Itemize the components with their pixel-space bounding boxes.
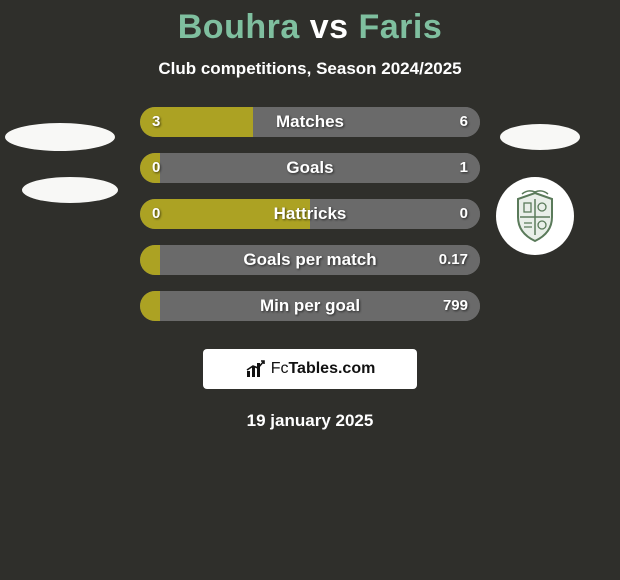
stat-value-right: 0.17 (439, 245, 468, 275)
stat-bar-left (140, 291, 160, 321)
footer-date: 19 january 2025 (0, 411, 620, 431)
page-title: Bouhra vs Faris (0, 8, 620, 47)
stat-value-left: 0 (152, 199, 160, 229)
footer-badge-text: FcTables.com (271, 360, 376, 378)
stat-bar-right (160, 245, 480, 275)
stat-value-left: 3 (152, 107, 160, 137)
chart-icon (245, 358, 267, 380)
stat-bar (140, 107, 480, 137)
stat-bar-left (140, 199, 310, 229)
stat-bar-left (140, 245, 160, 275)
title-right: Faris (358, 8, 442, 46)
footer-badge[interactable]: FcTables.com (203, 349, 417, 389)
stat-bar-right (310, 199, 480, 229)
stat-bar (140, 291, 480, 321)
stat-row: Goals per match0.17 (0, 245, 620, 291)
stat-bar (140, 245, 480, 275)
subtitle: Club competitions, Season 2024/2025 (0, 59, 620, 79)
footer-badge-prefix: Fc (271, 360, 289, 377)
stats-area: Matches36Goals01Hattricks00Goals per mat… (0, 107, 620, 337)
footer-badge-main: Tables.com (288, 360, 375, 377)
title-vs: vs (300, 8, 359, 46)
stat-bar-right (160, 291, 480, 321)
stat-value-right: 0 (460, 199, 468, 229)
stat-row: Min per goal799 (0, 291, 620, 337)
stat-value-right: 1 (460, 153, 468, 183)
comparison-page: Bouhra vs Faris Club competitions, Seaso… (0, 0, 620, 580)
stat-value-left: 0 (152, 153, 160, 183)
stat-bar-right (253, 107, 480, 137)
title-left: Bouhra (178, 8, 300, 46)
stat-row: Hattricks00 (0, 199, 620, 245)
stat-value-right: 799 (443, 291, 468, 321)
stat-row: Matches36 (0, 107, 620, 153)
stat-value-right: 6 (460, 107, 468, 137)
stat-bar (140, 199, 480, 229)
stat-bar (140, 153, 480, 183)
stat-bar-right (160, 153, 480, 183)
stat-row: Goals01 (0, 153, 620, 199)
